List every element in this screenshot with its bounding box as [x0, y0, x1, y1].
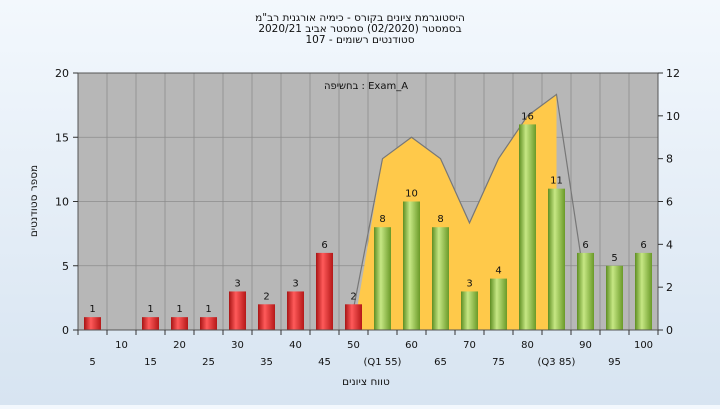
- x-tick-label: 50: [347, 340, 360, 351]
- bar-80: [519, 124, 536, 331]
- y2-tick-label: 4: [666, 238, 673, 251]
- y-tick-label: 5: [62, 260, 69, 273]
- data-label: 11: [550, 176, 563, 187]
- bar-100: [635, 252, 652, 330]
- x-tick-label: 30: [231, 340, 244, 351]
- bar-60: [403, 201, 420, 330]
- bar-Q155: [374, 227, 391, 330]
- x-tick-label: 70: [463, 340, 476, 351]
- data-label: 1: [205, 304, 211, 315]
- x-tick-label: 40: [289, 340, 302, 351]
- data-label: 6: [582, 240, 588, 251]
- y2-tick-label: 12: [666, 67, 680, 80]
- x-tick-label: 95: [608, 357, 621, 368]
- bar-65: [432, 227, 449, 330]
- bar-35: [258, 304, 275, 330]
- chart-annotation: בחשיפה : Exam_A: [324, 81, 408, 92]
- bar-15: [142, 317, 159, 330]
- y2-tick-label: 0: [666, 324, 673, 337]
- bar-75: [490, 278, 507, 330]
- x-tick-label: 80: [521, 340, 534, 351]
- data-label: 3: [292, 278, 298, 289]
- data-label: 4: [495, 266, 501, 277]
- bar-45: [316, 252, 333, 330]
- bar-25: [200, 317, 217, 330]
- data-label: 3: [234, 278, 240, 289]
- y-tick-label: 10: [55, 196, 69, 209]
- y2-tick-label: 8: [666, 153, 673, 166]
- distribution-line: [352, 93, 587, 309]
- data-label: 1: [89, 304, 95, 315]
- y-tick-label: 15: [55, 131, 69, 144]
- bar-Q385: [548, 188, 565, 330]
- bar-5: [84, 317, 101, 330]
- bar-50: [345, 304, 362, 330]
- x-tick-label: 5: [89, 357, 95, 368]
- data-label: 2: [263, 291, 269, 302]
- x-tick-label: 90: [579, 340, 592, 351]
- y-axis-title: מספר סטודנטים: [28, 165, 40, 237]
- data-label: 8: [379, 214, 385, 225]
- x-tick-label: 20: [173, 340, 186, 351]
- data-label: 10: [405, 189, 418, 200]
- x-tick-label: 15: [144, 357, 157, 368]
- bar-90: [577, 252, 594, 330]
- data-label: 1: [176, 304, 182, 315]
- y2-tick-label: 10: [666, 110, 680, 123]
- x-tick-label: 45: [318, 357, 331, 368]
- y2-tick-label: 2: [666, 281, 673, 294]
- bar-70: [461, 291, 478, 330]
- data-label: 5: [611, 253, 617, 264]
- data-label: 6: [321, 240, 327, 251]
- bar-30: [229, 291, 246, 330]
- x-tick-label: 60: [405, 340, 418, 351]
- x-tick-label: 100: [634, 340, 653, 351]
- data-label: 3: [466, 278, 472, 289]
- bar-40: [287, 291, 304, 330]
- chart-title-line-1: היסטוגרמת ציונים בקורס - כימיה אורגנית ר…: [255, 12, 465, 24]
- chart-title-line-3: סטודנטים רשומים - 107: [305, 34, 414, 46]
- bar-20: [171, 317, 188, 330]
- y-tick-label: 20: [55, 67, 69, 80]
- bar-95: [606, 265, 623, 330]
- data-label: 8: [437, 214, 443, 225]
- y-tick-label: 0: [62, 324, 69, 337]
- data-label: 2: [350, 291, 356, 302]
- x-tick-label: (Q3 85): [538, 357, 576, 368]
- x-tick-label: 35: [260, 357, 273, 368]
- x-tick-label: 75: [492, 357, 505, 368]
- x-tick-label: 25: [202, 357, 215, 368]
- x-tick-label: 65: [434, 357, 447, 368]
- x-axis-title: טווח ציונים: [342, 376, 390, 388]
- chart-title-line-2: בסמסטר (02/2020) סמסטר אביב 2020/21: [258, 23, 461, 35]
- y2-tick-label: 6: [666, 196, 673, 209]
- x-tick-label: (Q1 55): [364, 357, 402, 368]
- x-tick-label: 10: [115, 340, 128, 351]
- data-label: 6: [640, 240, 646, 251]
- data-label: 1: [147, 304, 153, 315]
- data-label: 16: [521, 111, 534, 122]
